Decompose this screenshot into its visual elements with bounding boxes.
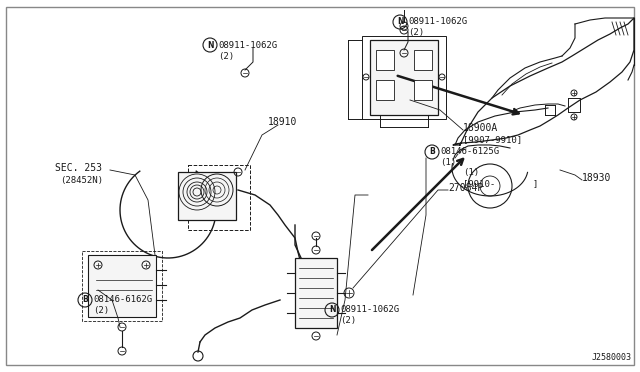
Text: (1): (1) xyxy=(463,167,479,176)
Bar xyxy=(376,80,394,100)
Bar xyxy=(188,165,250,230)
Text: 27084P: 27084P xyxy=(448,183,483,193)
Text: 08911-1062G: 08911-1062G xyxy=(408,17,467,26)
Bar xyxy=(414,50,432,70)
Bar xyxy=(370,40,438,115)
Text: B: B xyxy=(429,148,435,157)
Bar xyxy=(178,172,236,220)
Bar xyxy=(82,251,162,321)
Text: SEC. 253: SEC. 253 xyxy=(55,163,102,173)
Text: 18910: 18910 xyxy=(268,117,298,127)
Text: [9910-       ]: [9910- ] xyxy=(463,180,538,189)
Text: 18900A: 18900A xyxy=(463,123,499,133)
Text: 08911-1062G: 08911-1062G xyxy=(218,41,277,49)
Bar xyxy=(414,80,432,100)
Text: J2580003: J2580003 xyxy=(592,353,632,362)
Text: (2): (2) xyxy=(340,317,356,326)
Text: [9907-9910]: [9907-9910] xyxy=(463,135,522,144)
Text: N: N xyxy=(207,41,213,49)
Text: (28452N): (28452N) xyxy=(60,176,103,185)
Bar xyxy=(295,258,337,328)
Text: N: N xyxy=(329,305,335,314)
Bar xyxy=(376,50,394,70)
Text: (2): (2) xyxy=(408,29,424,38)
Text: B: B xyxy=(82,295,88,305)
Text: 08911-1062G: 08911-1062G xyxy=(340,305,399,314)
Text: N: N xyxy=(397,17,403,26)
Text: 08146-6162G: 08146-6162G xyxy=(93,295,152,305)
Text: 08146-6125G: 08146-6125G xyxy=(440,148,499,157)
Bar xyxy=(88,255,156,317)
Text: (2): (2) xyxy=(93,307,109,315)
Text: 18930: 18930 xyxy=(582,173,611,183)
Text: (2): (2) xyxy=(218,51,234,61)
Text: (1): (1) xyxy=(440,158,456,167)
Bar xyxy=(362,36,446,119)
